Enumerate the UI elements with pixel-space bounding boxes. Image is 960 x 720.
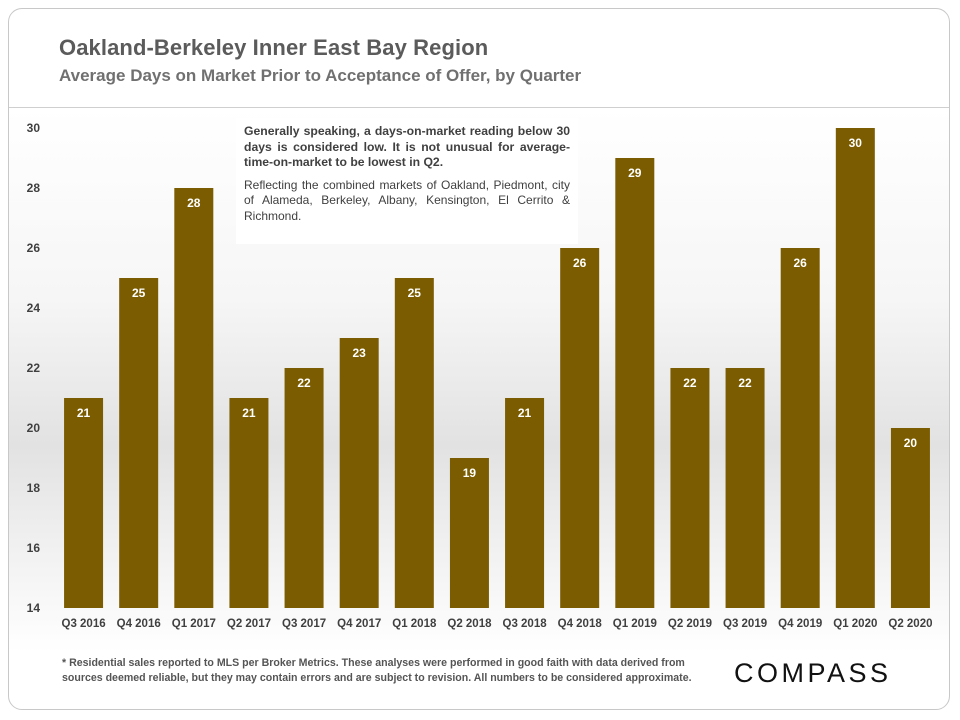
x-tick-label: Q2 2018 — [447, 618, 492, 630]
y-tick-label: 28 — [27, 181, 41, 195]
bar — [449, 458, 489, 608]
bar-value-label: 19 — [463, 466, 477, 480]
footnote: * Residential sales reported to MLS per … — [62, 657, 692, 684]
bar — [174, 188, 214, 608]
y-tick-label: 26 — [27, 241, 41, 255]
bar-value-label: 23 — [353, 346, 367, 360]
bar-value-label: 29 — [628, 166, 642, 180]
bar — [505, 398, 545, 608]
bar-value-label: 26 — [573, 256, 587, 270]
x-tick-label: Q3 2019 — [723, 618, 767, 630]
bar-value-label: 25 — [408, 286, 422, 300]
bar — [835, 128, 875, 608]
y-tick-label: 16 — [27, 541, 41, 555]
x-tick-label: Q3 2017 — [282, 618, 326, 630]
compass-logo: COMPASS — [734, 658, 892, 688]
bar — [394, 278, 434, 608]
x-tick-label: Q1 2020 — [833, 618, 877, 630]
x-tick-label: Q2 2017 — [227, 618, 271, 630]
bar — [229, 398, 269, 608]
y-tick-label: 22 — [27, 361, 41, 375]
bar-value-label: 21 — [518, 406, 532, 420]
chart-subtitle: Average Days on Market Prior to Acceptan… — [59, 66, 582, 85]
x-tick-label: Q2 2019 — [668, 618, 712, 630]
annotation-text-2: Reflecting the combined markets of Oakla… — [244, 177, 570, 223]
bar-value-label: 22 — [738, 376, 752, 390]
bar — [890, 428, 930, 608]
bar-value-label: 22 — [683, 376, 697, 390]
x-tick-label: Q1 2019 — [613, 618, 657, 630]
bar — [725, 368, 765, 608]
bar-value-label: 22 — [297, 376, 311, 390]
bar-value-label: 25 — [132, 286, 146, 300]
bar — [615, 158, 655, 608]
bar — [339, 338, 379, 608]
bar — [560, 248, 600, 608]
chart-title: Oakland-Berkeley Inner East Bay Region — [59, 35, 489, 60]
x-tick-label: Q2 2020 — [888, 618, 932, 630]
annotation-box: Generally speaking, a days-on-market rea… — [236, 118, 578, 244]
x-tick-label: Q3 2016 — [62, 618, 106, 630]
x-tick-label: Q3 2018 — [503, 618, 548, 630]
y-tick-label: 14 — [27, 601, 41, 615]
bar — [780, 248, 820, 608]
bar-value-label: 21 — [242, 406, 256, 420]
bar — [284, 368, 324, 608]
bar-value-label: 26 — [794, 256, 808, 270]
bar — [119, 278, 159, 608]
bar — [670, 368, 710, 608]
bar-value-label: 28 — [187, 196, 201, 210]
y-tick-label: 18 — [27, 481, 41, 495]
y-tick-label: 24 — [27, 301, 41, 315]
x-tick-label: Q4 2017 — [337, 618, 381, 630]
bar — [64, 398, 104, 608]
y-tick-label: 30 — [27, 121, 41, 135]
bar-value-label: 30 — [849, 136, 863, 150]
x-tick-label: Q4 2019 — [778, 618, 822, 630]
x-tick-label: Q4 2016 — [117, 618, 161, 630]
x-tick-label: Q1 2017 — [172, 618, 216, 630]
x-tick-label: Q1 2018 — [392, 618, 437, 630]
bar-value-label: 20 — [904, 436, 918, 450]
y-tick-label: 20 — [27, 421, 41, 435]
annotation-text-1: Generally speaking, a days-on-market rea… — [244, 124, 570, 169]
bar-value-label: 21 — [77, 406, 91, 420]
x-tick-label: Q4 2018 — [558, 618, 603, 630]
